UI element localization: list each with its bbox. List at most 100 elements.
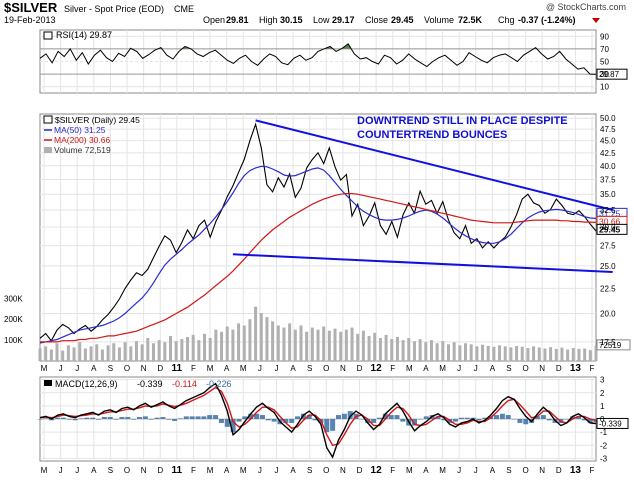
x-tick-label: S — [108, 364, 113, 373]
volume-value: 72.5K — [458, 15, 483, 25]
volume-bar — [361, 330, 365, 361]
volume-bar — [401, 340, 405, 361]
volume-bar — [123, 342, 127, 361]
volume-bar — [248, 319, 252, 361]
x-tick-label: F — [590, 364, 595, 373]
x-tick-label: 13 — [570, 363, 582, 374]
macd-histogram-bar — [142, 416, 148, 419]
volume-bar — [220, 331, 224, 361]
legend-macd-value: -0.339 — [137, 379, 163, 389]
rsi-y-tick-label: 50 — [600, 58, 609, 67]
macd-histogram-bar — [166, 419, 172, 420]
x-tick-label: J — [59, 364, 63, 373]
macd-histogram-bar — [400, 419, 406, 422]
macd-histogram-bar — [376, 417, 382, 419]
price-y-tick-label: 45.0 — [600, 137, 616, 146]
volume-bar — [373, 332, 377, 361]
chg-value: -0.37 (-1.24%) — [518, 15, 576, 25]
volume-y-tick-label: 300K — [4, 294, 23, 303]
macd-histogram-bar — [295, 416, 301, 419]
macd-histogram-bar — [540, 415, 546, 419]
macd-x-tick-label: A — [490, 466, 496, 475]
rsi-plot: 29.87 — [39, 43, 628, 80]
macd-histogram-bar — [575, 416, 581, 419]
rsi-last-value: 29.87 — [599, 70, 620, 79]
macd-histogram-bar — [335, 415, 341, 419]
volume-bar — [344, 329, 348, 361]
macd-histogram-bar — [43, 418, 49, 419]
macd-histogram-bar — [347, 411, 353, 419]
volume-bar — [293, 329, 297, 361]
volume-bar — [140, 344, 144, 361]
macd-y-tick-label: -3 — [600, 454, 608, 463]
macd-y-tick-label: 3 — [600, 376, 605, 385]
macd-y-tick-label: 0 — [600, 415, 605, 424]
price-panel — [39, 113, 597, 362]
macd-x-tick-label: D — [357, 466, 363, 475]
macd-histogram-bar — [248, 413, 254, 419]
volume-bar — [44, 346, 48, 361]
volume-bar — [560, 347, 564, 361]
volume-bar — [100, 349, 104, 361]
volume-y-tick-label: 200K — [4, 315, 23, 324]
macd-x-tick-label: F — [191, 466, 196, 475]
macd-histogram-bar — [546, 419, 552, 421]
price-y-tick-label: 35.0 — [600, 190, 616, 199]
macd-histogram-bar — [60, 417, 66, 419]
volume-bar — [577, 348, 581, 361]
rsi-y-tick-label: 70 — [600, 45, 609, 54]
trendlines — [232, 119, 613, 273]
volume-last-tag-box — [596, 339, 631, 351]
macd-x-tick-label: J — [59, 466, 63, 475]
macd-histogram-bar — [119, 417, 125, 419]
x-tick-label: M — [240, 364, 247, 373]
volume-bar — [412, 341, 416, 361]
volume-bar — [83, 348, 87, 361]
x-tick-label: N — [141, 364, 147, 373]
legend-signal-value: -0.114 — [172, 379, 197, 389]
macd-x-tick-label: 12 — [371, 465, 383, 476]
macd-x-tick-label: M — [240, 466, 247, 475]
date-label: 19-Feb-2013 — [4, 15, 56, 25]
x-tick-label: O — [323, 364, 329, 373]
legend-ma50: MA(50) 31.25 — [54, 125, 106, 135]
volume-bar — [424, 342, 428, 361]
macd-histogram-bar — [136, 417, 142, 419]
macd-x-tick-label: F — [390, 466, 395, 475]
macd-histogram-bar — [265, 419, 271, 421]
volume-bar — [225, 326, 229, 361]
macd-plot: -0.339 — [37, 382, 629, 459]
macd-x-tick-label: J — [457, 466, 461, 475]
x-tick-label: M — [406, 364, 413, 373]
price-y-tick-label: 37.5 — [600, 176, 616, 185]
volume-bar — [356, 333, 360, 361]
ma50-line — [39, 165, 597, 344]
x-tick-label: M — [207, 364, 214, 373]
volume-bar — [242, 325, 246, 361]
macd-histogram-bar — [423, 416, 429, 419]
macd-histogram-bar — [359, 419, 365, 420]
volume-bar — [566, 349, 570, 361]
rsi-last-value-box — [596, 68, 628, 80]
macd-x-tick-label: 11 — [172, 465, 183, 476]
macd-histogram-bar — [581, 419, 587, 421]
macd-histogram-bar — [131, 419, 137, 420]
volume-bar — [418, 339, 422, 361]
rsi-line — [39, 43, 597, 75]
quote-bar: Open 29.81 High 30.15 Low 29.17 Close 29… — [203, 15, 600, 25]
macd-x-tick-label: J — [75, 466, 79, 475]
volume-bar — [134, 341, 138, 361]
macd-histogram-bar — [435, 416, 441, 419]
volume-bar — [66, 345, 70, 361]
rsi-legend: RSI(14) 29.87 — [56, 30, 112, 40]
macd-histogram-bar — [412, 419, 418, 426]
x-tick-label: J — [75, 364, 79, 373]
x-tick-label: O — [522, 364, 528, 373]
volume-bar — [327, 330, 331, 361]
macd-histogram-bar — [312, 419, 318, 421]
volume-bar — [208, 338, 212, 361]
volume-bar — [151, 343, 155, 361]
macd-x-tick-label: M — [406, 466, 413, 475]
volume-bar — [452, 342, 456, 361]
ma200-line — [40, 193, 597, 343]
